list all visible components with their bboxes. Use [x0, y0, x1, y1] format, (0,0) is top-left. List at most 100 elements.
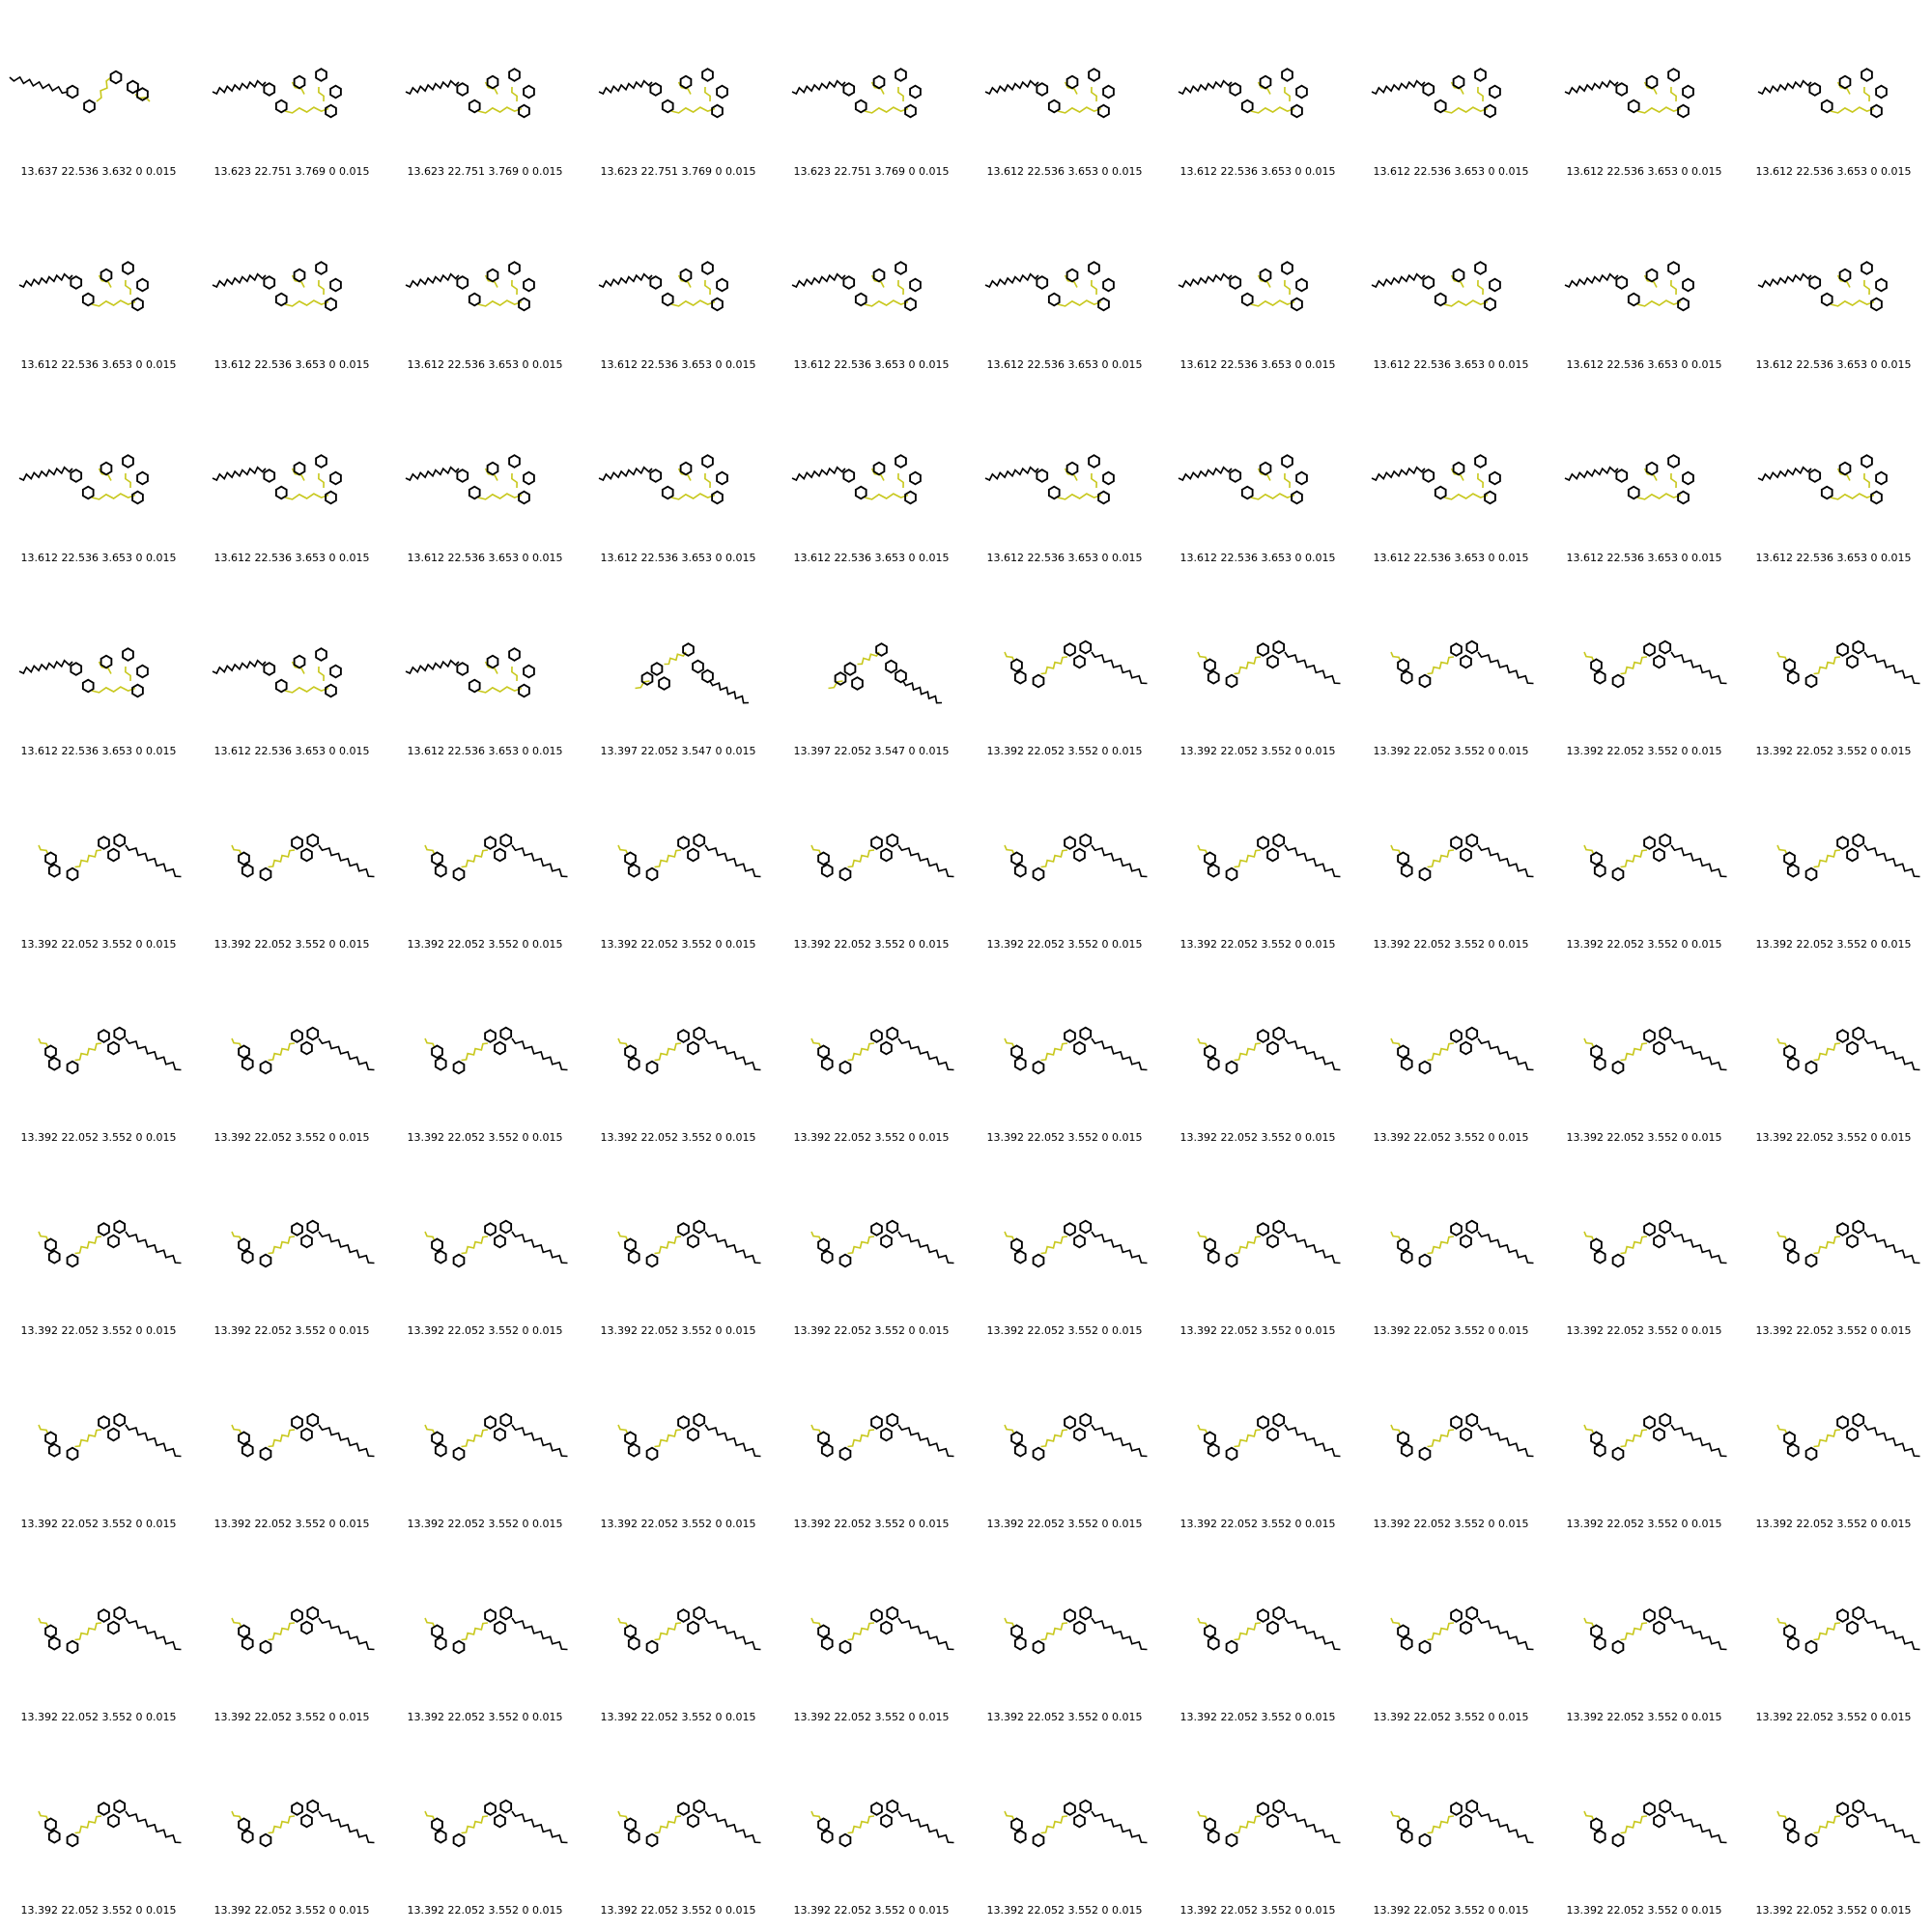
- alkyl-chain: [1284, 1810, 1341, 1844]
- aromatic-ring: [711, 490, 724, 505]
- aromatic-ring: [1422, 469, 1435, 483]
- aromatic-ring: [693, 1799, 706, 1814]
- sulfur-linker: [38, 1037, 49, 1049]
- aromatic-ring: [1804, 867, 1818, 882]
- molecule-drawing: [1004, 1026, 1148, 1075]
- aromatic-ring: [1659, 639, 1672, 655]
- aromatic-ring: [1852, 833, 1865, 848]
- molecule-drawing: [18, 647, 149, 698]
- aromatic-ring: [838, 1446, 852, 1462]
- sulfur-linker: [318, 472, 325, 489]
- sulfur-linker: [318, 86, 325, 102]
- alkyl-chain: [1477, 1617, 1534, 1651]
- sulfur-linker: [74, 1042, 102, 1062]
- sulfur-linker: [74, 1815, 102, 1834]
- molecule-structure: [212, 647, 342, 698]
- aromatic-ring: [300, 1040, 313, 1056]
- aromatic-ring: [909, 84, 922, 99]
- aromatic-ring: [1645, 268, 1659, 283]
- aromatic-ring: [1204, 1431, 1216, 1446]
- molecule-drawing: [1564, 454, 1694, 505]
- alkyl-chain: [318, 1617, 375, 1651]
- aromatic-ring: [499, 833, 513, 848]
- aromatic-ring: [1207, 1829, 1220, 1844]
- aromatic-ring: [131, 297, 144, 312]
- aromatic-ring: [1418, 673, 1432, 689]
- sulfur-linker: [1250, 299, 1295, 307]
- aromatic-ring: [1065, 74, 1079, 90]
- molecule-cell: 13.392 22.052 3.552 0 0.015: [0, 1352, 193, 1546]
- molecule-structure: [212, 68, 342, 119]
- molecule-cell: 13.392 22.052 3.552 0 0.015: [1739, 1159, 1932, 1352]
- aromatic-ring: [1097, 490, 1110, 505]
- aromatic-ring: [1450, 642, 1463, 657]
- aromatic-ring: [499, 1026, 513, 1041]
- aromatic-ring: [1786, 669, 1800, 685]
- molecule-cell: 13.612 22.536 3.653 0 0.015: [1546, 0, 1739, 193]
- alkyl-chain: [1371, 466, 1426, 482]
- sulfur-linker: [231, 1617, 242, 1629]
- aromatic-ring: [1783, 1817, 1796, 1833]
- molecule-drawing: [791, 454, 922, 505]
- aromatic-ring: [1474, 454, 1487, 469]
- sulfur-linker: [38, 1810, 49, 1822]
- aromatic-ring: [1013, 1829, 1027, 1844]
- aromatic-ring: [508, 647, 521, 662]
- aromatic-ring: [70, 275, 83, 290]
- sulfur-linker: [1620, 1622, 1648, 1641]
- aromatic-ring: [238, 1431, 250, 1446]
- aromatic-ring: [1102, 277, 1115, 293]
- molecule-structure: [1583, 639, 1727, 689]
- aromatic-ring: [1460, 1427, 1472, 1442]
- aromatic-ring: [1590, 1431, 1603, 1446]
- aromatic-ring: [238, 1624, 250, 1639]
- aromatic-ring: [1047, 485, 1061, 500]
- aromatic-ring: [1783, 1044, 1796, 1060]
- sulfur-linker: [654, 1622, 682, 1641]
- aromatic-ring: [1460, 847, 1472, 863]
- aromatic-ring: [711, 103, 724, 119]
- molecule-structure: [1004, 639, 1148, 689]
- molecule-caption: 13.392 22.052 3.552 0 0.015: [986, 1131, 1143, 1144]
- aromatic-ring: [1870, 297, 1883, 312]
- molecule-structure: [1390, 1412, 1534, 1462]
- aromatic-ring: [1400, 669, 1413, 685]
- sulfur-linker: [424, 1617, 436, 1629]
- sulfur-linker: [1427, 656, 1455, 675]
- aromatic-ring: [431, 1044, 443, 1060]
- sulfur-linker: [268, 1622, 296, 1641]
- aromatic-ring: [1010, 1237, 1023, 1253]
- aromatic-ring: [1418, 1833, 1432, 1848]
- molecule-drawing: [810, 1799, 954, 1848]
- sulfur-linker: [635, 680, 650, 690]
- aromatic-ring: [1450, 1608, 1463, 1623]
- molecule-cell: 13.392 22.052 3.552 0 0.015: [580, 1159, 773, 1352]
- aromatic-ring: [687, 1813, 699, 1829]
- molecule-cell: 13.612 22.536 3.653 0 0.015: [966, 0, 1159, 193]
- molecule-structure: [617, 1799, 761, 1848]
- sulfur-linker: [1197, 1037, 1208, 1049]
- aromatic-ring: [1682, 470, 1694, 486]
- aromatic-ring: [66, 1639, 79, 1655]
- molecule-caption: 13.612 22.536 3.653 0 0.015: [1373, 358, 1529, 371]
- alkyl-chain: [1757, 466, 1812, 482]
- molecule-drawing: [598, 68, 728, 119]
- sulfur-linker: [810, 1617, 822, 1629]
- molecule-caption: 13.392 22.052 3.552 0 0.015: [793, 1904, 950, 1917]
- sulfur-linker: [1830, 493, 1875, 500]
- molecule-drawing: [231, 1799, 375, 1848]
- alkyl-chain: [1670, 1617, 1727, 1651]
- alkyl-chain: [1863, 1424, 1920, 1458]
- aromatic-ring: [136, 664, 149, 679]
- aromatic-ring: [47, 1442, 61, 1458]
- aromatic-ring: [682, 642, 695, 657]
- molecule-caption: 13.392 22.052 3.552 0 0.015: [1373, 1904, 1529, 1917]
- aromatic-ring: [1073, 1620, 1086, 1635]
- alkyl-chain: [1091, 1037, 1148, 1071]
- sulfur-linker: [654, 1236, 682, 1255]
- aromatic-ring: [1653, 1620, 1665, 1635]
- aromatic-ring: [1786, 1829, 1800, 1844]
- aromatic-ring: [687, 1234, 699, 1249]
- molecule-drawing: [212, 68, 342, 119]
- molecule-cell: 13.392 22.052 3.552 0 0.015: [966, 1739, 1159, 1932]
